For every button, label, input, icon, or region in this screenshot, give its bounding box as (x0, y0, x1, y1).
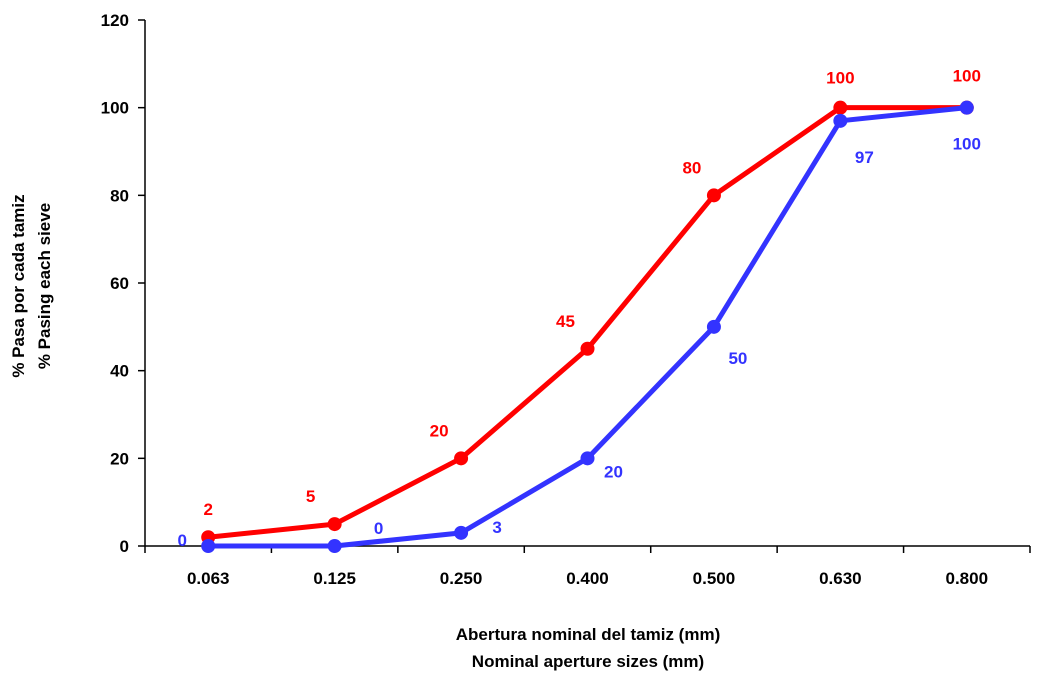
data-label: 0 (374, 519, 383, 538)
data-point (833, 100, 848, 115)
x-axis-title-line-1: Abertura nominal del tamiz (mm) (456, 625, 720, 644)
data-label: 2 (203, 500, 212, 519)
y-tick-label: 0 (120, 537, 129, 556)
series-line (207, 105, 967, 540)
data-point (327, 539, 342, 553)
data-point (833, 113, 848, 128)
y-tick-label: 80 (110, 186, 129, 205)
x-tick-label: 0.800 (946, 569, 989, 588)
data-point (959, 100, 974, 115)
data-label: 100 (953, 67, 981, 86)
data-label: 100 (953, 135, 981, 154)
data-label: 50 (728, 349, 747, 368)
y-tick-label: 60 (110, 274, 129, 293)
y-tick-label: 120 (101, 11, 129, 30)
data-point (327, 517, 342, 532)
data-point (201, 539, 216, 553)
data-label: 0 (177, 531, 186, 550)
series-layer (201, 100, 974, 553)
data-label: 100 (826, 69, 854, 88)
x-ticks: 0.063 0.125 0.250 0.400 0.500 0.630 0.800 (144, 546, 1031, 588)
axes (144, 20, 1030, 547)
x-tick-label: 0.400 (566, 569, 609, 588)
data-point (454, 525, 469, 540)
x-axis-title-line-2: Nominal aperture sizes (mm) (472, 652, 704, 671)
data-label: 97 (855, 148, 874, 167)
data-point (706, 319, 721, 334)
x-tick-label: 0.063 (187, 569, 230, 588)
data-point (454, 451, 469, 466)
series-line (208, 105, 968, 549)
data-label: 80 (682, 158, 701, 177)
data-point (580, 451, 595, 466)
y-tick-label: 100 (101, 99, 129, 118)
data-point (580, 341, 595, 356)
x-tick-label: 0.250 (440, 569, 483, 588)
data-labels: 2 5 20 45 80 100 100 0 0 3 20 50 97 100 (177, 67, 980, 550)
y-tick-label: 40 (110, 362, 129, 381)
y-tick-label: 20 (110, 449, 129, 468)
data-label: 20 (430, 421, 449, 440)
data-point (706, 188, 721, 203)
x-tick-label: 0.500 (693, 569, 736, 588)
x-tick-label: 0.630 (819, 569, 862, 588)
x-tick-label: 0.125 (313, 569, 356, 588)
data-label: 3 (492, 518, 501, 537)
y-axis-title-line-2: % Pasing each sieve (35, 203, 54, 369)
y-axis-title-line-1: % Pasa por cada tamiz (9, 194, 28, 377)
y-ticks: 0 20 40 60 80 100 120 (101, 11, 145, 556)
data-label: 20 (604, 462, 623, 481)
data-label: 5 (306, 487, 315, 506)
data-label: 45 (556, 312, 575, 331)
